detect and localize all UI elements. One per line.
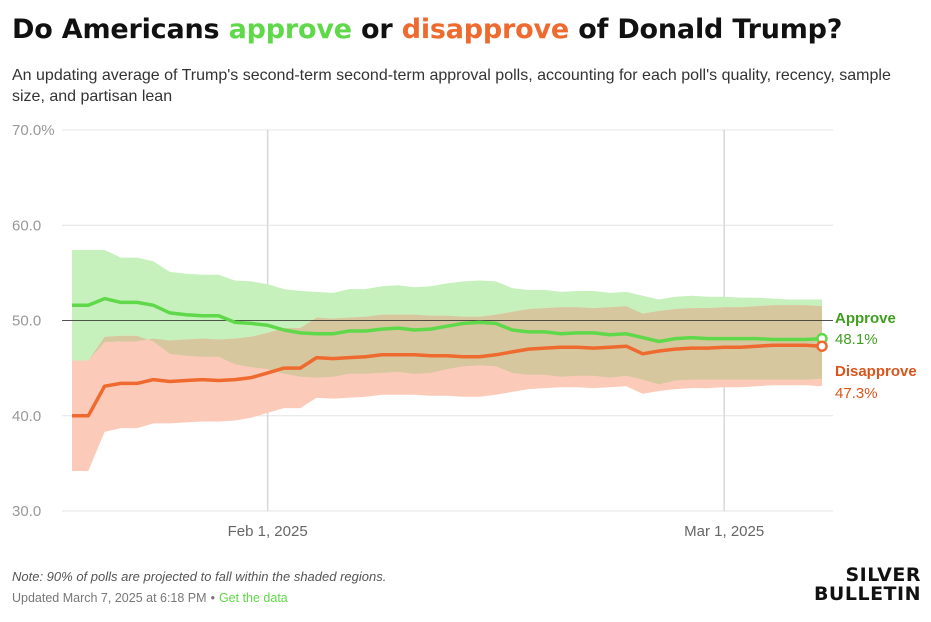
y-tick-label-2: 50.0 (12, 313, 41, 330)
chart-subtitle: An updating average of Trump's second-te… (12, 67, 891, 105)
disapprove-end-value: 47.3% (835, 385, 878, 402)
logo-line-1: SILVER (845, 564, 921, 586)
title-part-1: Do Americans (12, 14, 229, 45)
y-tick-label-3: 40.0 (12, 408, 41, 425)
series-lines (72, 296, 828, 418)
updated-line: Updated March 7, 2025 at 6:18 PM • Get the… (12, 591, 288, 605)
x-tick-label-0: Feb 1, 2025 (228, 523, 308, 540)
footnote: Note: 90% of polls are projected to fall… (12, 569, 387, 584)
y-tick-label-1: 60.0 (12, 217, 41, 234)
approve-line (72, 296, 823, 344)
y-tick-label-4: 30.0 (12, 503, 41, 520)
overlap-band (72, 305, 822, 385)
chart-title: Do Americans approve or disapprove of Do… (12, 14, 927, 45)
x-tick-label-1: Mar 1, 2025 (684, 523, 764, 540)
y-tick-label-0: 70.0% (12, 122, 55, 139)
approve-end-name: Approve (835, 310, 896, 327)
disapprove-line (72, 343, 823, 418)
disapprove-end-marker (816, 340, 828, 352)
end-labels: Approve 48.1% Disapprove 47.3% (835, 310, 917, 402)
disapprove-end-name: Disapprove (835, 363, 917, 380)
updated-timestamp: Updated March 7, 2025 at 6:18 PM (12, 591, 207, 605)
approve-end-value: 48.1% (835, 331, 878, 348)
title-part-5: of Donald Trump? (569, 14, 843, 45)
get-the-data-link[interactable]: Get the data (218, 591, 288, 605)
logo-line-2: BULLETIN (813, 583, 921, 605)
title-disapprove-word: disapprove (401, 14, 570, 45)
footer-separator: • (210, 591, 215, 605)
y-axis-ticks: 70.0% 60.0 50.0 40.0 30.0 (12, 122, 55, 520)
title-part-3: or (351, 14, 402, 45)
silver-bulletin-logo: SILVER BULLETIN (814, 566, 921, 604)
approval-chart: 70.0% 60.0 50.0 40.0 30.0 Feb 1, 2025 Mar 1, … (12, 122, 917, 540)
x-axis-ticks: Feb 1, 2025 Mar 1, 2025 (228, 523, 765, 540)
confidence-bands (72, 250, 822, 471)
title-approve-word: approve (228, 14, 352, 45)
